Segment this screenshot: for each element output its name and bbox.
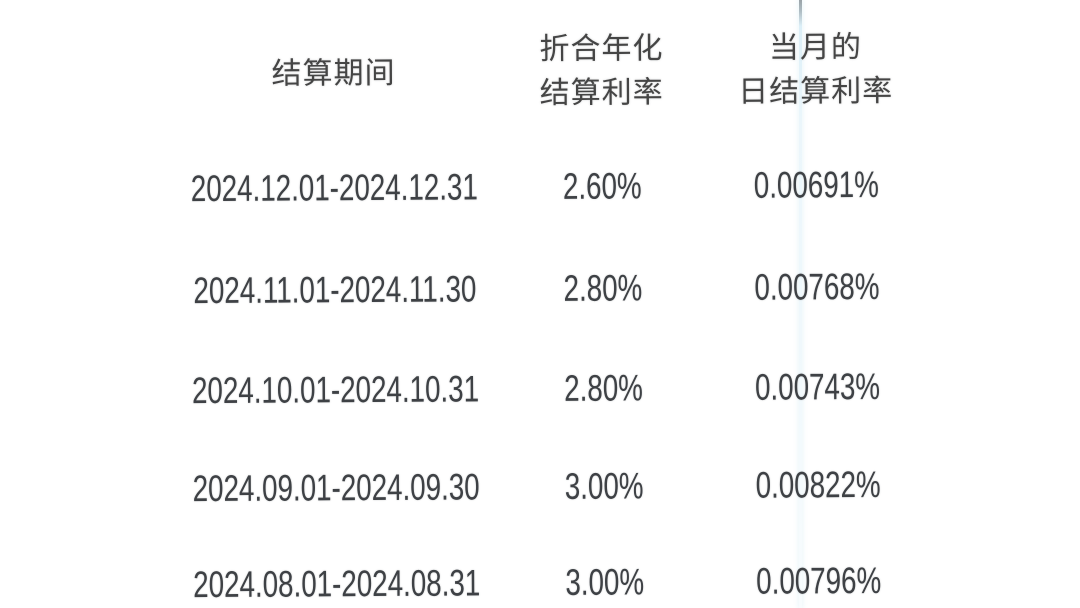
column-header-annualized-rate: 折合年化 结算利率 [501,27,702,116]
screen-glare-streak [799,0,802,608]
header-line-annualized-1: 折合年化 [539,32,664,66]
cell-annualized-rate: 2.60% [562,165,642,207]
table-row: 2024.11.01-2024.11.30 2.80% 0.00768% [0,265,1080,314]
cell-daily-rate: 0.00691% [753,163,879,206]
cell-daily-rate: 0.00796% [756,559,882,602]
cell-settlement-period: 2024.10.01-2024.10.31 [191,368,480,412]
table-row: 2024.10.01-2024.10.31 2.80% 0.00743% [0,365,1080,414]
table-row: 2024.09.01-2024.09.30 3.00% 0.00822% [1,463,1080,512]
cell-daily-rate: 0.00768% [754,265,880,308]
column-header-daily-rate: 当月的 日结算利率 [705,26,926,115]
cell-settlement-period: 2024.12.01-2024.12.31 [190,166,478,210]
table-row: 2024.08.01-2024.08.31 3.00% 0.00796% [2,559,1080,608]
cell-annualized-rate: 3.00% [565,561,645,603]
table-row: 2024.12.01-2024.12.31 2.60% 0.00691% [0,163,1079,212]
cell-annualized-rate: 2.80% [563,267,643,309]
cell-settlement-period: 2024.09.01-2024.09.30 [192,466,480,510]
cell-settlement-period: 2024.11.01-2024.11.30 [193,268,477,312]
column-header-settlement-period: 结算期间 [271,56,396,91]
cell-settlement-period: 2024.08.01-2024.08.31 [193,562,481,606]
cell-annualized-rate: 3.00% [564,465,644,507]
cell-daily-rate: 0.00822% [755,463,881,506]
header-line-daily-1: 当月的 [768,31,863,65]
cell-annualized-rate: 2.80% [564,367,644,409]
header-line-annualized-2: 结算利率 [539,76,664,110]
header-line-daily-2: 日结算利率 [738,74,894,109]
cell-daily-rate: 0.00743% [754,365,881,408]
